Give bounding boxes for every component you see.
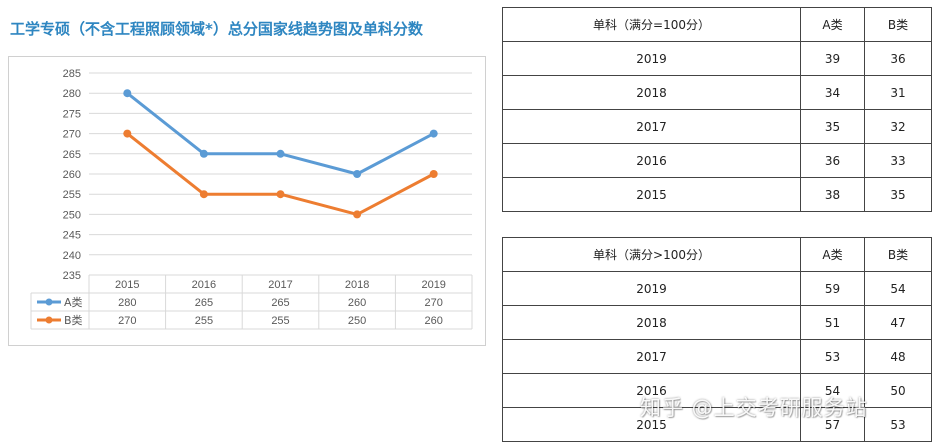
table-cell: 54	[864, 271, 932, 306]
legend-marker	[45, 298, 53, 306]
y-tick-label: 285	[63, 68, 81, 80]
table-cell: 35	[800, 109, 865, 144]
table-cell: 48	[864, 339, 932, 374]
table-cell: 2018	[502, 305, 801, 340]
table-cell: 34	[800, 75, 865, 110]
table-cell: 2016	[502, 373, 801, 408]
data-point	[276, 190, 285, 199]
table-cell: 51	[800, 305, 865, 340]
table-header-cell: 单科（满分>100分）	[502, 237, 801, 272]
data-point	[199, 190, 208, 199]
table-cell: 53	[800, 339, 865, 374]
data-point	[429, 170, 438, 178]
table-cell: 2015	[502, 177, 801, 212]
table-row: 2019 59 54	[502, 271, 932, 306]
data-point	[123, 129, 132, 138]
table-header-cell: B类	[864, 237, 932, 272]
table-row: 2017 35 32	[502, 109, 932, 144]
score-table-100: 单科（满分=100分） A类 B类 2019 39 36 2018 34 31 2017 35 32 2…	[502, 7, 932, 212]
table-cell: 39	[800, 41, 865, 76]
table-cell: 2019	[502, 271, 801, 306]
table-row: 2016 54 50	[502, 373, 932, 408]
x-tick-label: 2019	[421, 279, 445, 291]
table-header-row: 单科（满分>100分） A类 B类	[502, 237, 932, 272]
y-tick-label: 235	[63, 270, 81, 282]
table-cell: 50	[864, 373, 932, 408]
table-cell: 2017	[502, 109, 801, 144]
data-table-value: 260	[425, 315, 443, 327]
table-cell: 2018	[502, 75, 801, 110]
table-row: 2019 39 36	[502, 41, 932, 76]
data-point	[353, 170, 362, 178]
table-cell: 59	[800, 271, 865, 306]
data-table-value: 280	[118, 297, 136, 309]
y-tick-label: 280	[63, 88, 81, 100]
x-tick-label: 2018	[345, 279, 369, 291]
table-cell: 2015	[502, 407, 801, 442]
y-tick-label: 245	[63, 230, 81, 242]
page-title: 工学专硕（不含工程照顾领域*）总分国家线趋势图及单科分数	[10, 20, 423, 38]
data-table-value: 270	[118, 315, 136, 327]
y-tick-label: 275	[63, 108, 81, 120]
legend-label: B类	[64, 313, 83, 327]
y-tick-label: 265	[63, 149, 81, 161]
table-cell: 36	[800, 143, 865, 178]
data-table-value: 265	[195, 297, 213, 309]
data-table-value: 255	[271, 315, 289, 327]
table-cell: 38	[800, 177, 865, 212]
x-tick-label: 2017	[268, 279, 292, 291]
table-cell: 36	[864, 41, 932, 76]
data-table-value: 265	[271, 297, 289, 309]
y-tick-label: 240	[63, 250, 81, 262]
legend-marker	[45, 316, 53, 324]
table-row: 2016 36 33	[502, 143, 932, 178]
watermark: 知乎 @上交考研服务站	[640, 396, 868, 420]
table-header-row: 单科（满分=100分） A类 B类	[502, 7, 932, 42]
table-cell: 53	[864, 407, 932, 442]
data-point	[429, 129, 438, 138]
y-tick-label: 255	[63, 189, 81, 201]
table-cell: 2016	[502, 143, 801, 178]
table-header-cell: A类	[800, 237, 865, 272]
data-point	[199, 149, 208, 158]
table-cell: 33	[864, 143, 932, 178]
table-cell: 31	[864, 75, 932, 110]
line-chart: 235 240 245 250 255 260 265 270 275 280 285 2015 201…	[30, 68, 473, 330]
data-table-value: 255	[195, 315, 213, 327]
legend-label: A类	[64, 295, 83, 309]
table-header-cell: 单科（满分=100分）	[502, 7, 801, 42]
data-point	[353, 210, 362, 219]
data-table-value: 250	[348, 315, 366, 327]
table-row: 2015 57 53	[502, 407, 932, 442]
data-point	[123, 89, 132, 98]
table-header-cell: B类	[864, 7, 932, 42]
data-point	[276, 149, 285, 158]
table-cell: 32	[864, 109, 932, 144]
score-table-over-100: 单科（满分>100分） A类 B类 2019 59 54 2018 51 47 2017 53 48 2…	[502, 237, 932, 442]
table-row: 2015 38 35	[502, 177, 932, 212]
table-cell: 2017	[502, 339, 801, 374]
y-tick-label: 250	[63, 209, 81, 221]
x-tick-label: 2015	[115, 279, 139, 291]
table-row: 2018 34 31	[502, 75, 932, 110]
data-table-value: 270	[425, 297, 443, 309]
table-header-cell: A类	[800, 7, 865, 42]
table-cell: 47	[864, 305, 932, 340]
y-tick-label: 270	[63, 129, 81, 141]
x-tick-label: 2016	[192, 279, 216, 291]
table-row: 2018 51 47	[502, 305, 932, 340]
table-row: 2017 53 48	[502, 339, 932, 374]
y-tick-label: 260	[63, 169, 81, 181]
table-cell: 35	[864, 177, 932, 212]
chart-container: 235 240 245 250 255 260 265 270 275 280 285 2015 201…	[8, 56, 486, 346]
data-table-value: 260	[348, 297, 366, 309]
table-cell: 2019	[502, 41, 801, 76]
